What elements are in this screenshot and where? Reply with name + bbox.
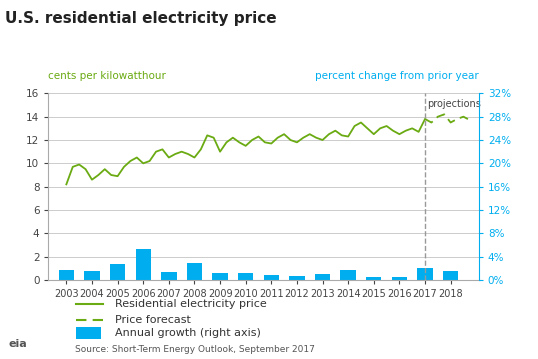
FancyBboxPatch shape: [76, 327, 101, 339]
Bar: [136, 249, 151, 280]
Bar: [443, 271, 458, 280]
Text: eia: eia: [9, 339, 27, 349]
Text: U.S. residential electricity price: U.S. residential electricity price: [5, 11, 277, 26]
Bar: [392, 277, 407, 280]
Bar: [110, 264, 125, 280]
Bar: [341, 270, 356, 280]
Bar: [264, 275, 279, 280]
Bar: [315, 274, 330, 280]
Text: Annual growth (right axis): Annual growth (right axis): [115, 328, 261, 338]
Bar: [84, 271, 100, 280]
Bar: [187, 263, 202, 280]
Text: cents per kilowatthour: cents per kilowatthour: [48, 71, 166, 81]
Bar: [161, 272, 176, 280]
Text: projections: projections: [427, 99, 481, 109]
Bar: [289, 276, 305, 280]
Text: percent change from prior year: percent change from prior year: [315, 71, 479, 81]
Bar: [366, 276, 381, 280]
Text: Residential electricity price: Residential electricity price: [115, 299, 267, 309]
Bar: [417, 269, 433, 280]
Bar: [213, 273, 228, 280]
Text: Price forecast: Price forecast: [115, 316, 191, 325]
Bar: [238, 273, 253, 280]
Text: Source: Short-Term Energy Outlook, September 2017: Source: Short-Term Energy Outlook, Septe…: [75, 345, 315, 354]
Bar: [59, 270, 74, 280]
